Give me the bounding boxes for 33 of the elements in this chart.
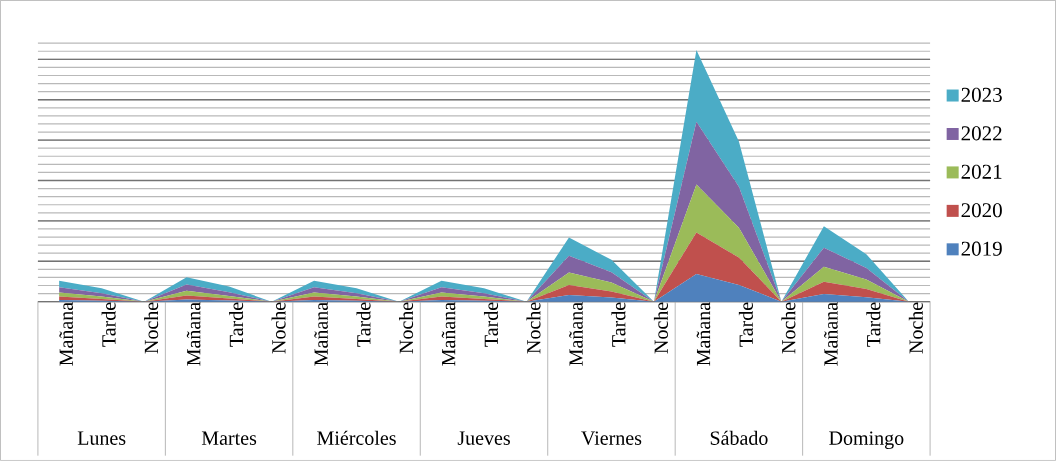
text: Martes xyxy=(201,431,257,445)
text: Lunes xyxy=(77,431,126,445)
x-tick-label: Mañana xyxy=(441,302,456,366)
x-tick-label: Noche xyxy=(399,302,414,354)
x-tick-label: Mañana xyxy=(186,302,201,366)
x-tick-label: Noche xyxy=(271,302,286,354)
text: Sábado xyxy=(710,430,768,445)
x-tick-label: Tarde xyxy=(738,302,753,347)
text: Domingo xyxy=(829,431,904,450)
text: Viernes xyxy=(581,431,642,446)
x-tick-label: Noche xyxy=(144,302,159,354)
x-tick-label: Mañana xyxy=(696,302,711,366)
text: Miércoles xyxy=(317,430,396,445)
legend-label: 2022 xyxy=(961,126,1002,141)
legend-label: 2020 xyxy=(961,203,1002,218)
x-tick-label: Mañana xyxy=(824,302,838,366)
x-tick-label: Tarde xyxy=(483,302,499,347)
x-tick-label: Tarde xyxy=(229,302,244,347)
x-tick-label: Noche xyxy=(526,302,541,354)
legend-label: 2023 xyxy=(961,87,1002,103)
x-tick-label: Tarde xyxy=(611,302,626,347)
legend-label: 2021 xyxy=(961,164,1002,179)
x-tick-label: Noche xyxy=(908,302,923,354)
x-tick-label: Mañana xyxy=(314,302,328,366)
x-tick-label: Tarde xyxy=(356,302,371,347)
x-tick-label: Noche xyxy=(781,302,796,354)
legend-label: 2019 xyxy=(961,241,1002,256)
text: Jueves xyxy=(457,431,510,445)
x-tick-label: Mañana xyxy=(59,302,73,366)
x-tick-label: Mañana xyxy=(569,302,583,366)
x-tick-label: Tarde xyxy=(101,302,116,347)
x-tick-label: Tarde xyxy=(866,302,881,347)
x-tick-label: Noche xyxy=(653,302,668,354)
